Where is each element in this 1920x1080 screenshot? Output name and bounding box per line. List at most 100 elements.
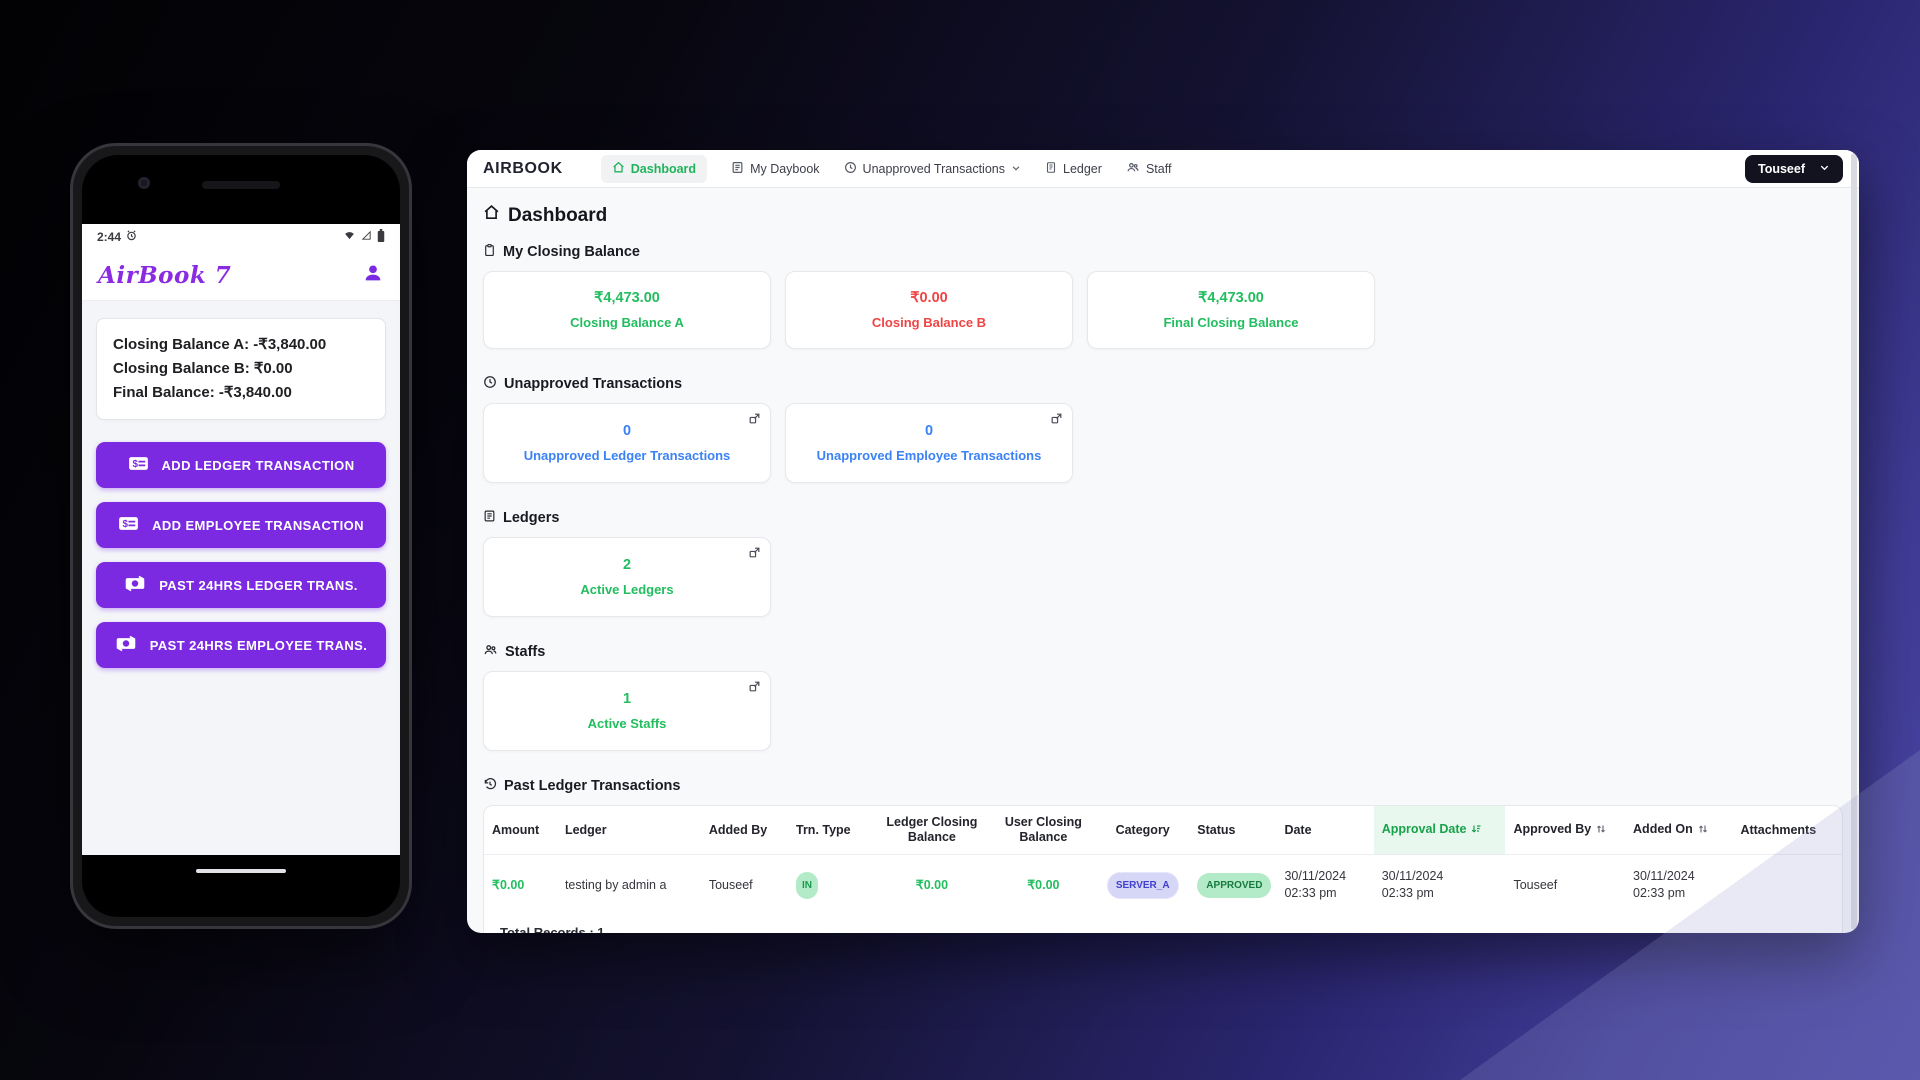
phone-screen: 2:44 AirBo bbox=[82, 224, 400, 855]
ledger-icon bbox=[1045, 161, 1057, 177]
col-status: Status bbox=[1197, 822, 1236, 837]
table-row[interactable]: ₹0.00 testing by admin a Touseef IN ₹0.0… bbox=[484, 854, 1842, 915]
cell-approval-date: 30/11/2024 02:33 pm bbox=[1373, 854, 1506, 915]
section-title: My Closing Balance bbox=[503, 244, 640, 260]
battery-icon bbox=[377, 229, 385, 245]
expand-icon[interactable] bbox=[1050, 412, 1063, 425]
section-staffs: Staffs bbox=[483, 643, 1843, 661]
col-added-by: Added By bbox=[708, 822, 768, 837]
col-user-closing-balance: User Closing Balance bbox=[1004, 815, 1082, 844]
col-approval-date[interactable]: Approval Date bbox=[1373, 806, 1506, 855]
col-approved-by[interactable]: Approved By bbox=[1505, 806, 1625, 855]
col-added-on[interactable]: Added On bbox=[1625, 806, 1732, 855]
expand-icon[interactable] bbox=[748, 546, 761, 559]
section-ledgers: Ledgers bbox=[483, 509, 1843, 527]
col-category: Category bbox=[1115, 822, 1170, 837]
section-title: Past Ledger Transactions bbox=[504, 778, 681, 794]
nav-label: Staff bbox=[1145, 161, 1172, 176]
nav-ledger[interactable]: Ledger bbox=[1045, 161, 1102, 177]
card-label: Closing Balance B bbox=[871, 315, 987, 330]
money-check-icon: $ bbox=[128, 456, 149, 474]
cell-approved-by: Touseef bbox=[1505, 854, 1626, 915]
section-past-ledger-transactions: Past Ledger Transactions bbox=[483, 777, 1843, 795]
closing-balance-b-card: ₹0.00 Closing Balance B bbox=[785, 271, 1073, 349]
card-value: ₹4,473.00 bbox=[594, 290, 660, 306]
card-label: Closing Balance A bbox=[570, 315, 684, 330]
nav-my-daybook[interactable]: My Daybook bbox=[731, 161, 820, 177]
col-attachments: Attachments bbox=[1740, 822, 1817, 837]
nav-label: My Daybook bbox=[750, 161, 820, 176]
card-label[interactable]: Active Staffs bbox=[587, 716, 667, 731]
closing-balance-a-card: ₹4,473.00 Closing Balance A bbox=[483, 271, 771, 349]
page-title-text: Dashboard bbox=[508, 204, 608, 226]
sort-desc-icon[interactable] bbox=[1470, 823, 1482, 839]
page-title: Dashboard bbox=[483, 204, 1843, 227]
nav-label: Ledger bbox=[1063, 161, 1102, 176]
category-badge: SERVER_A bbox=[1106, 871, 1179, 899]
top-navbar: AIRBOOK Dashboard My Daybook Unapproved … bbox=[467, 150, 1859, 188]
money-transfer-icon bbox=[115, 635, 137, 655]
section-title: Staffs bbox=[505, 644, 546, 660]
col-amount: Amount bbox=[492, 822, 540, 837]
col-trn-type: Trn. Type bbox=[796, 822, 851, 837]
phone-appbar: AirBook 7 bbox=[82, 250, 400, 300]
status-badge: APPROVED bbox=[1197, 872, 1272, 898]
col-date: Date bbox=[1284, 822, 1312, 837]
card-value: 0 bbox=[622, 423, 632, 439]
expand-icon[interactable] bbox=[748, 412, 761, 425]
card-value: 1 bbox=[622, 691, 632, 707]
button-label: ADD LEDGER TRANSACTION bbox=[161, 457, 355, 473]
phone-mockup: 2:44 AirBo bbox=[70, 143, 412, 929]
user-name: Touseef bbox=[1758, 161, 1805, 176]
add-employee-transaction-button[interactable]: $ ADD EMPLOYEE TRANSACTION bbox=[96, 502, 386, 548]
balance-summary-card: Closing Balance A: -₹3,840.00 Closing Ba… bbox=[96, 318, 386, 420]
card-label[interactable]: Unapproved Employee Transactions bbox=[816, 448, 1042, 463]
total-records: Total Records : 1 bbox=[500, 925, 605, 933]
cell-added-on: 30/11/2024 02:33 pm bbox=[1625, 854, 1733, 915]
nav-staff[interactable]: Staff bbox=[1126, 161, 1171, 177]
phone-camera bbox=[138, 177, 150, 189]
unapproved-ledger-transactions-card: 0 Unapproved Ledger Transactions bbox=[483, 403, 771, 483]
phone-content: Closing Balance A: -₹3,840.00 Closing Ba… bbox=[82, 300, 400, 855]
past-24hrs-employee-transactions-button[interactable]: PAST 24HRS EMPLOYEE TRANS. bbox=[96, 622, 386, 668]
ledger-icon bbox=[483, 509, 496, 527]
add-ledger-transaction-button[interactable]: $ ADD LEDGER TRANSACTION bbox=[96, 442, 386, 488]
expand-icon[interactable] bbox=[748, 680, 761, 693]
card-label[interactable]: Active Ledgers bbox=[580, 582, 674, 597]
section-unapproved-transactions: Unapproved Transactions bbox=[483, 375, 1843, 393]
cell-category: SERVER_A bbox=[1096, 854, 1190, 915]
section-title: Unapproved Transactions bbox=[504, 376, 683, 392]
cell-status: APPROVED bbox=[1189, 854, 1277, 915]
past-24hrs-ledger-transactions-button[interactable]: PAST 24HRS LEDGER TRANS. bbox=[96, 562, 386, 608]
card-value: ₹4,473.00 bbox=[1198, 290, 1264, 306]
svg-text:$: $ bbox=[132, 459, 138, 470]
closing-balance-b: Closing Balance B: ₹0.00 bbox=[113, 360, 293, 377]
svg-text:$: $ bbox=[123, 519, 129, 530]
user-menu-button[interactable]: Touseef bbox=[1745, 154, 1843, 183]
brand-logo: AIRBOOK bbox=[483, 159, 563, 177]
profile-icon[interactable] bbox=[362, 262, 384, 289]
money-check-icon: $ bbox=[118, 516, 139, 534]
table-header-row: Amount Ledger Added By Trn. Type Ledger … bbox=[484, 806, 1842, 855]
nav-unapproved-transactions[interactable]: Unapproved Transactions bbox=[844, 161, 1021, 177]
trn-type-badge: IN bbox=[796, 871, 818, 899]
cell-ledger-closing-balance: ₹0.00 bbox=[873, 854, 991, 915]
card-label: Final Closing Balance bbox=[1163, 315, 1299, 330]
closing-balance-a: Closing Balance A: -₹3,840.00 bbox=[113, 336, 327, 353]
sort-both-icon[interactable] bbox=[1595, 823, 1607, 839]
home-icon bbox=[612, 161, 625, 177]
cell-trn-type: IN bbox=[788, 854, 874, 915]
nav-label: Dashboard bbox=[630, 161, 697, 176]
clipboard-icon bbox=[483, 243, 496, 261]
scrollbar[interactable] bbox=[1851, 153, 1857, 930]
money-transfer-icon bbox=[124, 575, 146, 595]
main-nav: Dashboard My Daybook Unapproved Transact… bbox=[600, 154, 1171, 183]
statusbar-time: 2:44 bbox=[97, 230, 122, 244]
card-label[interactable]: Unapproved Ledger Transactions bbox=[523, 448, 731, 463]
active-staffs-card: 1 Active Staffs bbox=[483, 671, 771, 751]
sort-both-icon[interactable] bbox=[1697, 823, 1709, 839]
active-ledgers-card: 2 Active Ledgers bbox=[483, 537, 771, 617]
final-closing-balance-card: ₹4,473.00 Final Closing Balance bbox=[1087, 271, 1375, 349]
button-label: PAST 24HRS EMPLOYEE TRANS. bbox=[149, 637, 368, 653]
nav-dashboard[interactable]: Dashboard bbox=[600, 154, 708, 183]
